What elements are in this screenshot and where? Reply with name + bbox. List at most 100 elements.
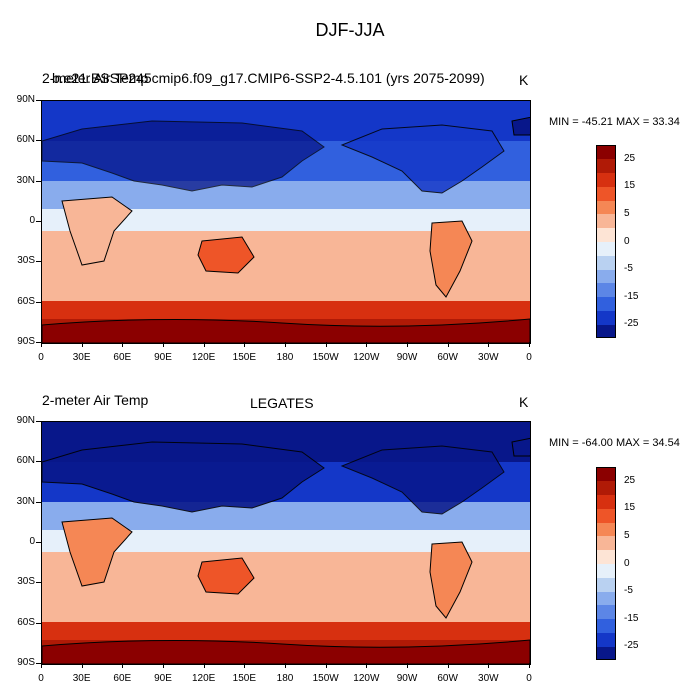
x-tick-1-3: [163, 342, 164, 347]
x-tick-1-4: [203, 342, 205, 347]
y-tick-label-1-2: 30N: [16, 174, 35, 186]
x-tick-1-7: [325, 342, 327, 347]
y-tick-label-2-5: 60S: [17, 616, 35, 628]
map-1-antarctica: [42, 318, 530, 343]
x-tick-label-2-8: 120W: [353, 673, 380, 684]
colorbar-2-frame: [596, 467, 616, 660]
colorbar-1-swatch-4: [596, 200, 616, 215]
map-1-band-southern-ocean: [42, 301, 530, 319]
map-1-eurasia: [42, 120, 325, 192]
map-1-north-america: [340, 124, 505, 194]
y-tick-label-1-0: 90N: [16, 94, 35, 105]
x-tick-label-1-11: 30W: [478, 352, 499, 363]
panel-2-colorbar: 25 15 5 0 -5 -15 -25: [596, 467, 638, 661]
panel-2-center-title: LEGATES: [250, 395, 314, 411]
x-tick-label-1-5: 150E: [232, 352, 256, 363]
x-tick-label-2-10: 60W: [437, 673, 458, 684]
x-tick-label-2-2: 60E: [113, 673, 132, 684]
x-tick-1-2: [122, 342, 124, 347]
x-tick-label-1-1: 30E: [72, 352, 91, 363]
colorbar-2-label-5: -15: [624, 612, 639, 624]
colorbar-2-swatch-11: [596, 618, 616, 633]
map-2-eurasia: [42, 441, 325, 513]
map-1-australia: [197, 236, 255, 274]
x-tick-2-2: [122, 663, 124, 668]
colorbar-1-swatch-5: [596, 213, 616, 229]
x-tick-2-0: [41, 663, 42, 668]
colorbar-2-swatch-9: [596, 591, 616, 606]
panel-1-colorbar: 25 15 5 0 -5 -15 -25: [596, 145, 638, 339]
panel-1-map-svg: [42, 101, 530, 343]
colorbar-1-swatch-1: [596, 158, 616, 174]
y-tick-label-1-3: 0: [29, 215, 35, 226]
y-tick-1-2: [36, 180, 41, 182]
y-tick-1-3: [36, 221, 41, 222]
x-tick-1-10: [447, 342, 449, 347]
map-2-north-america: [340, 445, 505, 515]
map-1-south-america: [429, 220, 473, 298]
map-2-australia: [197, 557, 255, 595]
colorbar-1-label-2: 5: [624, 207, 630, 219]
colorbar-1-swatch-6: [596, 227, 616, 242]
colorbar-2-label-2: 5: [624, 529, 630, 541]
colorbar-2-swatch-0: [596, 467, 616, 482]
panel-2-left-title: 2-meter Air Temp: [42, 392, 149, 408]
x-tick-label-1-0: 0: [38, 352, 44, 363]
x-tick-label-1-12: 0: [526, 352, 532, 363]
colorbar-1-label-1: 15: [624, 180, 636, 192]
map-2-greenland: [511, 437, 530, 457]
colorbar-2-swatch-6: [596, 549, 616, 564]
colorbar-2-label-3: 0: [624, 557, 630, 569]
x-tick-1-6: [285, 342, 286, 347]
map-2-antarctica: [42, 639, 530, 664]
map-2-south-america: [429, 541, 473, 619]
map-1-band-tropics: [42, 209, 530, 231]
colorbar-1-swatch-11: [596, 296, 616, 311]
colorbar-2-swatch-12: [596, 632, 616, 647]
colorbar-2-swatch-1: [596, 480, 616, 496]
x-tick-2-3: [163, 663, 164, 668]
x-tick-label-2-12: 0: [526, 673, 532, 684]
colorbar-1-swatch-8: [596, 255, 616, 270]
colorbar-1-label-4: -5: [624, 263, 633, 275]
panel-2-units: K: [519, 394, 529, 410]
colorbar-1-label-5: -15: [624, 290, 639, 302]
y-tick-1-6: [36, 342, 41, 343]
y-tick-label-1-5: 60S: [17, 295, 35, 307]
colorbar-2-swatch-7: [596, 563, 616, 578]
x-tick-1-5: [244, 342, 246, 347]
x-tick-label-1-4: 120E: [191, 352, 216, 363]
panel-2-min-max: MIN = -64.00 MAX = 34.54: [549, 437, 680, 449]
x-tick-label-1-9: 90W: [396, 352, 418, 363]
map-2-band-southern-ocean: [42, 622, 530, 640]
x-tick-label-2-0: 0: [38, 673, 44, 684]
x-tick-label-2-1: 30E: [72, 673, 91, 684]
x-tick-2-1: [81, 663, 83, 668]
x-tick-1-8: [366, 342, 368, 347]
x-tick-label-1-2: 60E: [113, 352, 132, 363]
x-tick-1-1: [81, 342, 83, 347]
y-tick-label-2-4: 30S: [17, 576, 35, 588]
panel-2-map-svg: [42, 422, 530, 664]
y-tick-2-2: [36, 501, 41, 503]
map-1-africa: [61, 196, 133, 266]
x-tick-2-10: [447, 663, 449, 668]
x-tick-2-12: [529, 663, 530, 668]
y-tick-1-1: [36, 140, 41, 142]
y-tick-2-1: [36, 461, 41, 463]
x-tick-label-2-3: 90E: [154, 673, 172, 684]
y-tick-2-4: [36, 582, 41, 584]
y-tick-label-1-1: 60N: [16, 134, 35, 146]
x-tick-label-2-11: 30W: [478, 673, 499, 684]
y-tick-2-0: [36, 421, 41, 422]
colorbar-2-label-1: 15: [624, 502, 636, 514]
colorbar-1-swatch-3: [596, 186, 616, 201]
colorbar-2-swatch-13: [596, 646, 616, 661]
x-tick-1-12: [529, 342, 530, 347]
y-tick-label-2-6: 90S: [17, 657, 35, 668]
colorbar-2-label-4: -5: [624, 585, 633, 597]
y-tick-2-3: [36, 542, 41, 543]
x-tick-1-11: [488, 342, 490, 347]
colorbar-1-label-0: 25: [624, 152, 636, 164]
x-tick-label-2-6: 180: [276, 673, 294, 684]
